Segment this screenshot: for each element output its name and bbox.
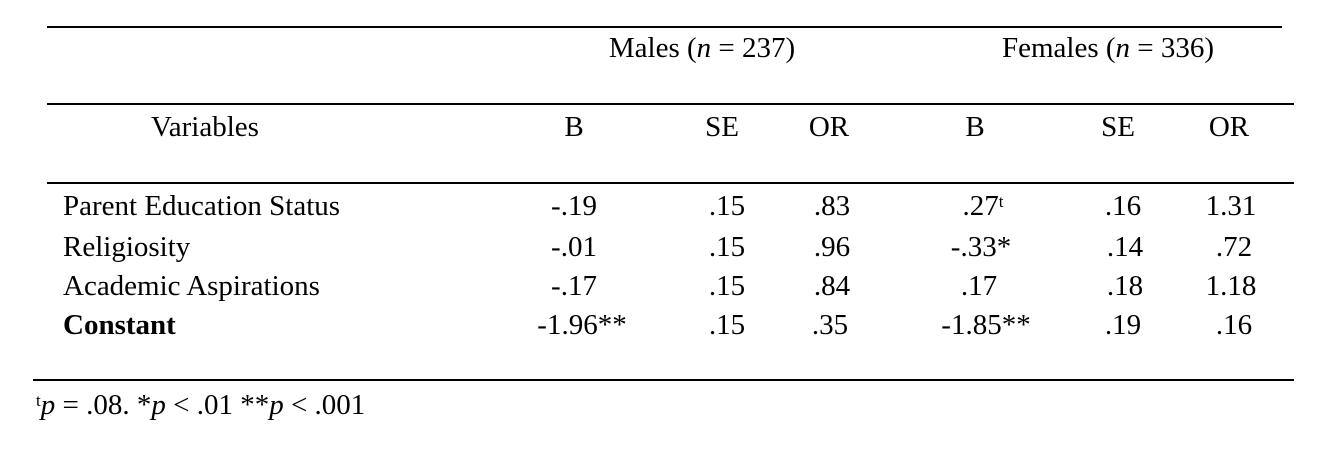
top-rule — [47, 26, 1282, 28]
cell-males-se: .15 — [708, 190, 746, 222]
significance-marker: t — [998, 192, 1004, 211]
bottom-rule — [33, 379, 1294, 381]
cell-females-se: .14 — [1106, 231, 1144, 263]
col-header-females-or: OR — [1208, 111, 1250, 143]
cell-females-se: .19 — [1104, 309, 1142, 341]
cell-females-or: .72 — [1215, 231, 1253, 263]
row-label-parent-education: Parent Education Status — [63, 190, 341, 222]
row-label-religiosity: Religiosity — [63, 231, 191, 263]
row-label-academic-aspirations: Academic Aspirations — [63, 270, 320, 302]
col-header-males-or: OR — [808, 111, 850, 143]
group-header-rule — [47, 103, 1294, 105]
cell-females-or: .16 — [1215, 309, 1253, 341]
cell-females-b: .27t — [962, 190, 1004, 222]
cell-males-or: .84 — [813, 270, 851, 302]
col-header-variables: Variables — [151, 111, 259, 143]
cell-females-or: 1.31 — [1205, 190, 1257, 222]
cell-females-b: -1.85** — [941, 309, 1031, 341]
col-header-females-b: B — [965, 111, 985, 143]
cell-males-b: -.01 — [551, 231, 597, 263]
table-footnote: tp = .08. *p < .01 **p < .001 — [36, 389, 366, 421]
cell-females-se: .16 — [1104, 190, 1142, 222]
cell-females-b: -.33* — [950, 231, 1012, 263]
cell-males-b: -.19 — [551, 190, 597, 222]
cell-males-or: .96 — [813, 231, 851, 263]
cell-males-or: .83 — [813, 190, 851, 222]
col-header-females-se: SE — [1101, 111, 1135, 143]
cell-males-b: -.17 — [551, 270, 597, 302]
row-label-constant: Constant — [63, 309, 176, 341]
cell-males-se: .15 — [708, 270, 746, 302]
cell-females-se: .18 — [1106, 270, 1144, 302]
col-header-males-b: B — [564, 111, 584, 143]
cell-males-se: .15 — [708, 231, 746, 263]
cell-males-se: .15 — [708, 309, 746, 341]
col-header-males-se: SE — [705, 111, 739, 143]
cell-males-b: -1.96** — [537, 309, 627, 341]
cell-females-or: 1.18 — [1205, 270, 1257, 302]
cell-females-b: .17 — [960, 270, 998, 302]
column-header-rule — [47, 182, 1294, 184]
cell-males-or: .35 — [811, 309, 849, 341]
females-group-header: Females (n = 336) — [1001, 32, 1215, 64]
males-group-header: Males (n = 237) — [608, 32, 796, 64]
